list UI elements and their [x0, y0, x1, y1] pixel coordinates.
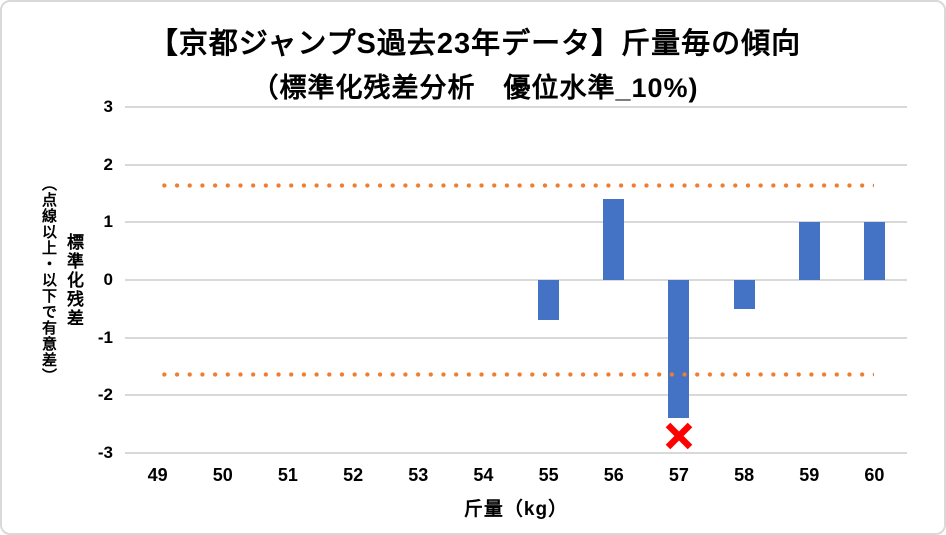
x-tick-label: 59: [799, 465, 820, 485]
x-tick-label: 56: [603, 465, 624, 485]
significance-marker-icon: [664, 421, 694, 451]
bar-58: [733, 280, 755, 309]
chart-title: 【京都ジャンプS過去23年データ】斤量毎の傾向: [148, 28, 802, 60]
bar-60: [863, 222, 885, 280]
x-tick-label: 58: [734, 465, 755, 485]
x-tick-label: 60: [864, 465, 885, 485]
gridline-y2: [125, 163, 907, 166]
bar-56: [603, 199, 625, 280]
x-tick-label: 55: [538, 465, 559, 485]
y-axis-title-main: 標準化残差: [64, 232, 83, 328]
y-tick-label: 2: [103, 154, 113, 174]
gridline-y0: [125, 279, 907, 281]
significance-line-lower: [157, 372, 875, 378]
gridline-y-1: [125, 336, 907, 339]
chart-subtitle: （標準化残差分析 優位水準_10%): [251, 73, 699, 103]
y-axis-title-sub: （点線以上・以下で有意差）: [40, 176, 57, 384]
gridline-y3: [125, 106, 907, 108]
significance-line-upper: [157, 182, 875, 188]
x-tick-label: 49: [147, 465, 168, 485]
bar-57: [668, 280, 690, 419]
y-axis-title: 標準化残差 （点線以上・以下で有意差）: [14, 107, 86, 453]
y-tick-label: 1: [103, 212, 113, 232]
x-tick-label: 54: [473, 465, 494, 485]
y-tick-label: -2: [97, 385, 113, 405]
gridline-y-3: [125, 452, 907, 454]
x-axis-title: 斤量（kg）: [463, 499, 569, 520]
y-tick-label: -3: [97, 443, 113, 462]
gridline-y-2: [125, 394, 907, 397]
x-tick-label: 52: [343, 465, 364, 485]
bar-55: [538, 280, 560, 321]
bar-59: [798, 222, 820, 280]
x-tick-label: 57: [668, 465, 689, 485]
x-tick-label: 51: [277, 465, 298, 485]
y-tick-label: 3: [103, 97, 113, 116]
y-tick-label: 0: [103, 270, 113, 289]
x-tick-label: 53: [408, 465, 429, 485]
y-tick-label: -1: [97, 327, 113, 347]
x-tick-label: 50: [212, 465, 233, 485]
gridline-y1: [125, 221, 907, 224]
